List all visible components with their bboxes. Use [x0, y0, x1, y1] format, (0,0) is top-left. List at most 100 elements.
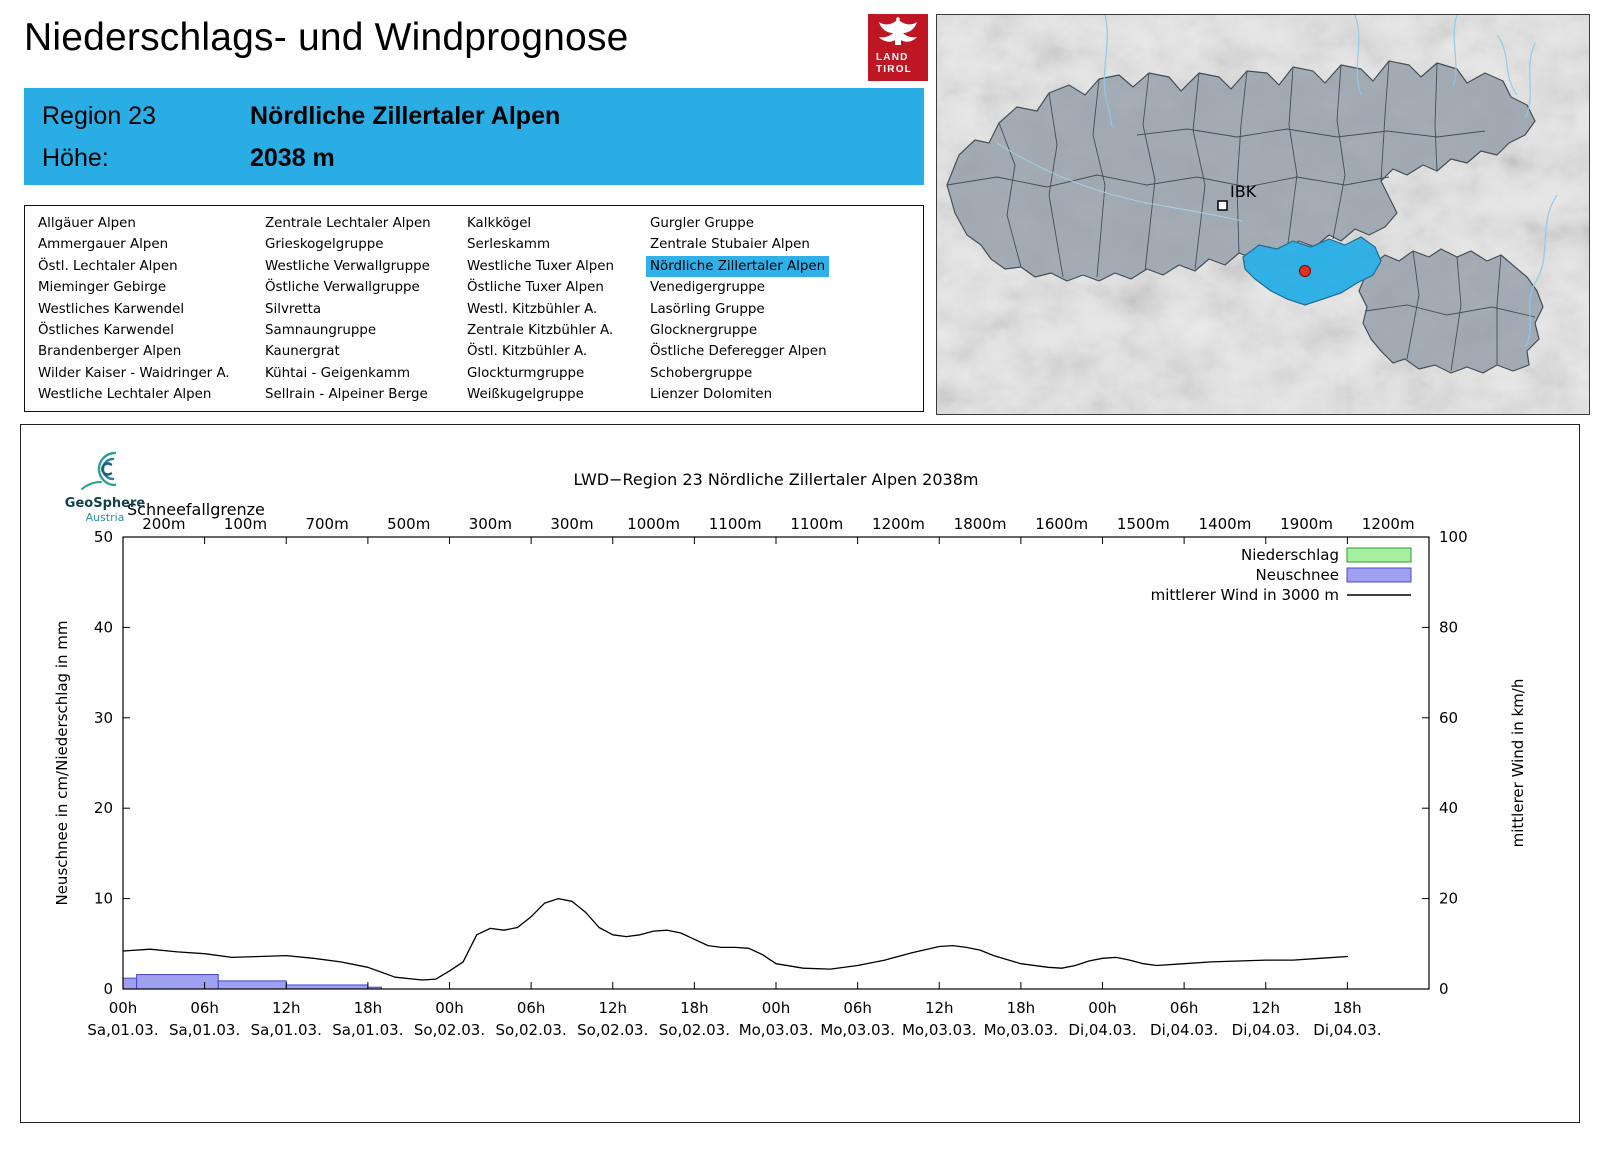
right-axis-label: mittlerer Wind in km/h	[1509, 679, 1527, 848]
x-tick-label: 00h	[762, 999, 791, 1017]
snowline-value: 1900m	[1280, 515, 1333, 533]
region-list-item[interactable]: Grieskogelgruppe	[265, 237, 384, 253]
x-date-label: Di,04.03.	[1313, 1021, 1381, 1039]
snowline-value: 100m	[224, 515, 267, 533]
region-number-label: Region 23	[42, 102, 156, 130]
snowline-value: 1200m	[872, 515, 925, 533]
legend-swatch	[1346, 547, 1412, 563]
x-date-label: Mo,03.03.	[820, 1021, 895, 1039]
snowline-value: 500m	[387, 515, 430, 533]
region-list-item[interactable]: Östl. Kitzbühler A.	[467, 344, 588, 360]
region-list-item[interactable]: Samnaungruppe	[265, 323, 377, 339]
land-tirol-text-2: TIROL	[876, 64, 912, 75]
x-date-label: So,02.03.	[659, 1021, 730, 1039]
region-list-item[interactable]: Gurgler Gruppe	[650, 216, 754, 231]
x-tick-label: 18h	[1007, 999, 1036, 1017]
region-list-item-selected[interactable]: Nördliche Zillertaler Alpen	[646, 255, 830, 278]
x-tick-label: 00h	[109, 999, 138, 1017]
x-tick-label: 12h	[598, 999, 627, 1017]
ibk-marker	[1217, 200, 1228, 211]
region-list-item[interactable]: Ammergauer Alpen	[38, 237, 169, 253]
x-date-label: Mo,03.03.	[984, 1021, 1059, 1039]
tirol-map[interactable]: IBK	[936, 14, 1590, 415]
y-left-tick-label: 30	[94, 709, 113, 727]
region-list-item[interactable]: Zentrale Stubaier Alpen	[650, 237, 810, 253]
region-list-item[interactable]: Kühtai - Geigenkamm	[265, 365, 410, 381]
y-right-tick-label: 40	[1439, 799, 1458, 817]
region-list-item[interactable]: Wilder Kaiser - Waidringer A.	[38, 365, 230, 381]
region-list-item[interactable]: Östliche Tuxer Alpen	[467, 280, 604, 296]
region-name: Nördliche Zillertaler Alpen	[250, 102, 561, 130]
region-list-item[interactable]: Westliche Tuxer Alpen	[467, 258, 614, 274]
region-list-item[interactable]: Glocknergruppe	[650, 323, 758, 339]
region-list-item[interactable]: Weißkugelgruppe	[467, 387, 584, 403]
snowline-value: 300m	[550, 515, 593, 533]
forecast-chart-panel: LWD−Region 23 Nördliche Zillertaler Alpe…	[20, 424, 1580, 1123]
x-tick-label: 06h	[517, 999, 546, 1017]
geosphere-sub: Austria	[85, 511, 125, 524]
region-list-item[interactable]: Westliche Verwallgruppe	[265, 258, 430, 274]
region-list-item[interactable]: Lienzer Dolomiten	[650, 387, 773, 403]
legend-label: mittlerer Wind in 3000 m	[1151, 586, 1339, 604]
region-list-item[interactable]: Westl. Kitzbühler A.	[467, 301, 598, 317]
x-date-label: Di,04.03.	[1068, 1021, 1136, 1039]
region-list-item[interactable]: Westliche Lechtaler Alpen	[38, 387, 212, 403]
region-list-item[interactable]: Sellrain - Alpeiner Berge	[265, 387, 428, 403]
elevation-label: Höhe:	[42, 144, 109, 172]
region-list-item[interactable]: Silvretta	[265, 301, 322, 317]
region-list-item[interactable]: Kaunergrat	[265, 344, 340, 360]
region-list-item[interactable]: Lasörling Gruppe	[650, 301, 765, 317]
snowline-value: 1400m	[1199, 515, 1252, 533]
region-list-item[interactable]: Östl. Lechtaler Alpen	[38, 258, 178, 274]
region-list-item[interactable]: Glockturmgruppe	[467, 365, 585, 381]
x-tick-label: 18h	[680, 999, 709, 1017]
chart-title: LWD−Region 23 Nördliche Zillertaler Alpe…	[574, 470, 979, 489]
x-tick-label: 18h	[1333, 999, 1362, 1017]
region-list-item[interactable]: Östliche Deferegger Alpen	[650, 344, 827, 360]
y-right-tick-label: 80	[1439, 618, 1458, 636]
region-location-dot	[1298, 264, 1312, 278]
y-right-tick-label: 60	[1439, 709, 1458, 727]
y-left-tick-label: 20	[94, 799, 113, 817]
x-tick-label: 00h	[1088, 999, 1117, 1017]
map-terrain-overlay	[937, 15, 1589, 414]
x-tick-label: 00h	[435, 999, 464, 1017]
x-tick-label: 06h	[190, 999, 219, 1017]
x-date-label: Sa,01.03.	[332, 1021, 403, 1039]
y-left-tick-label: 50	[94, 528, 113, 546]
region-list-item[interactable]: Schobergruppe	[650, 365, 753, 381]
region-list-item[interactable]: Zentrale Lechtaler Alpen	[265, 216, 431, 231]
region-list-item[interactable]: Allgäuer Alpen	[38, 216, 136, 231]
x-tick-label: 06h	[843, 999, 872, 1017]
x-tick-label: 12h	[925, 999, 954, 1017]
region-list-item[interactable]: Kalkkögel	[467, 216, 532, 231]
y-left-tick-label: 10	[94, 890, 113, 908]
forecast-chart: LWD−Region 23 Nördliche Zillertaler Alpe…	[53, 470, 1527, 1039]
region-list-item[interactable]: Östliches Karwendel	[38, 323, 174, 339]
geosphere-spiral-icon	[81, 451, 117, 490]
region-header: Region 23 Nördliche Zillertaler Alpen Höh…	[24, 88, 924, 185]
region-list-item[interactable]: Westliches Karwendel	[38, 301, 185, 317]
wind-line	[122, 897, 1349, 981]
land-tirol-text-1: LAND	[876, 52, 909, 63]
geosphere-name: GeoSphere	[64, 496, 146, 511]
region-list-item[interactable]: Zentrale Kitzbühler A.	[467, 323, 614, 339]
region-list-item[interactable]: Brandenberger Alpen	[38, 344, 182, 360]
x-date-label: Sa,01.03.	[87, 1021, 158, 1039]
legend-swatch	[1346, 567, 1412, 583]
snowline-value: 300m	[469, 515, 512, 533]
land-tirol-logo: LAND TIROL	[868, 14, 928, 81]
y-right-tick-label: 100	[1439, 528, 1468, 546]
region-list-item[interactable]: Venedigergruppe	[650, 280, 766, 296]
x-date-label: So,02.03.	[577, 1021, 648, 1039]
region-list-item[interactable]: Mieminger Gebirge	[38, 280, 167, 296]
region-list-item[interactable]: Östliche Verwallgruppe	[265, 280, 420, 296]
y-left-tick-label: 40	[94, 618, 113, 636]
x-date-label: Mo,03.03.	[902, 1021, 977, 1039]
region-list-item[interactable]: Serleskamm	[467, 237, 550, 253]
snowline-label: Schneefallgrenze	[127, 500, 265, 519]
geosphere-logo: GeoSphere Austria	[57, 447, 153, 524]
snowline-value: 1100m	[709, 515, 762, 533]
x-date-label: So,02.03.	[414, 1021, 485, 1039]
x-date-label: Sa,01.03.	[169, 1021, 240, 1039]
